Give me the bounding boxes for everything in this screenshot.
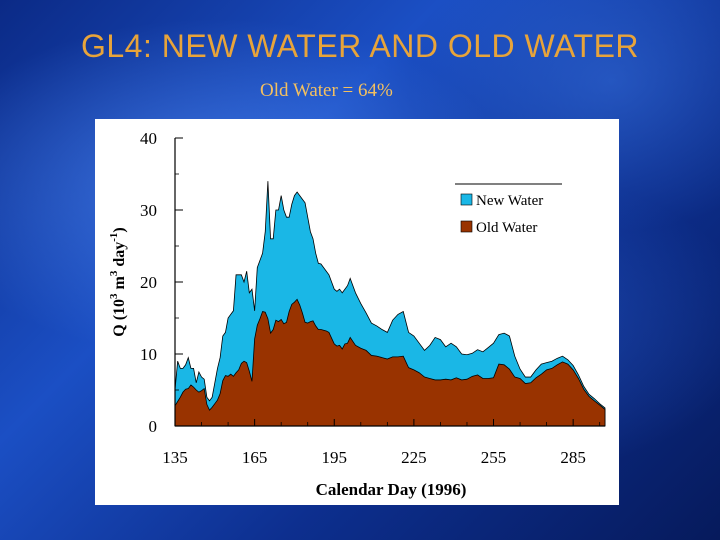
y-axis-label: Q (103 m3 day-1) (108, 227, 128, 337)
legend-swatch-new-water (460, 193, 473, 206)
chart-panel: 0 10 20 30 40 135 165 195 225 255 285 New Water Ol… (95, 119, 619, 505)
y-label-exp3: -1 (108, 233, 120, 242)
ticks: 0 10 20 30 40 135 165 195 225 255 285 (140, 129, 601, 467)
slide-subtitle: Old Water = 64% (260, 80, 393, 101)
y-label-exp2: 3 (108, 270, 120, 276)
y-label-q: Q (10 (111, 299, 128, 337)
x-tick-label: 195 (322, 448, 348, 467)
area-old-water (174, 298, 606, 427)
y-tick-label: 40 (140, 129, 157, 148)
y-tick-label: 10 (140, 345, 157, 364)
x-tick-label: 165 (242, 448, 268, 467)
y-label-close: ) (111, 227, 128, 232)
y-tick-label: 20 (140, 273, 157, 292)
legend-swatch-old-water (460, 220, 473, 233)
legend-label-old-water: Old Water (476, 220, 537, 236)
y-label-unit: m (111, 275, 128, 293)
x-tick-label: 225 (401, 448, 427, 467)
plot-areas (174, 181, 606, 427)
legend: New Water Old Water (455, 183, 562, 236)
slide-title: GL4: NEW WATER AND OLD WATER (80, 28, 640, 64)
y-tick-label: 30 (140, 201, 157, 220)
y-label-day: day (111, 242, 128, 271)
x-axis-label: Calendar Day (1996) (316, 480, 467, 499)
x-tick-label: 135 (162, 448, 188, 467)
x-tick-label: 255 (481, 448, 507, 467)
svg-text:Q (103 m3 day-1): Q (103 m3 day-1) (108, 227, 128, 337)
legend-label-new-water: New Water (476, 193, 543, 209)
area-chart: 0 10 20 30 40 135 165 195 225 255 285 New Water Ol… (108, 129, 606, 499)
y-label-exp1: 3 (108, 293, 120, 299)
y-tick-label: 0 (149, 417, 158, 436)
x-tick-label: 285 (560, 448, 586, 467)
